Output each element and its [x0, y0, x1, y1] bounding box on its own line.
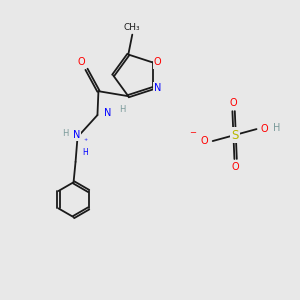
Text: H: H — [119, 105, 125, 114]
Text: N: N — [154, 83, 161, 93]
Text: O: O — [232, 162, 239, 172]
Text: N: N — [104, 108, 111, 118]
Text: O: O — [230, 98, 237, 108]
Text: ⁺
H: ⁺ H — [82, 137, 88, 157]
Text: N: N — [73, 130, 80, 140]
Text: O: O — [154, 58, 162, 68]
Text: O: O — [201, 136, 208, 146]
Text: CH₃: CH₃ — [124, 23, 141, 32]
Text: H: H — [273, 123, 280, 133]
Text: S: S — [231, 129, 238, 142]
Text: O: O — [78, 57, 85, 67]
Text: H: H — [62, 128, 69, 137]
Text: −: − — [189, 129, 196, 138]
Text: O: O — [261, 124, 268, 134]
